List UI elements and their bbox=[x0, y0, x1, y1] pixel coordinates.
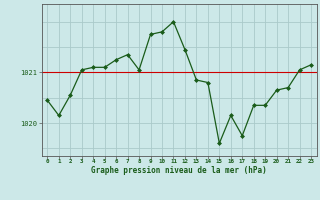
X-axis label: Graphe pression niveau de la mer (hPa): Graphe pression niveau de la mer (hPa) bbox=[91, 166, 267, 175]
